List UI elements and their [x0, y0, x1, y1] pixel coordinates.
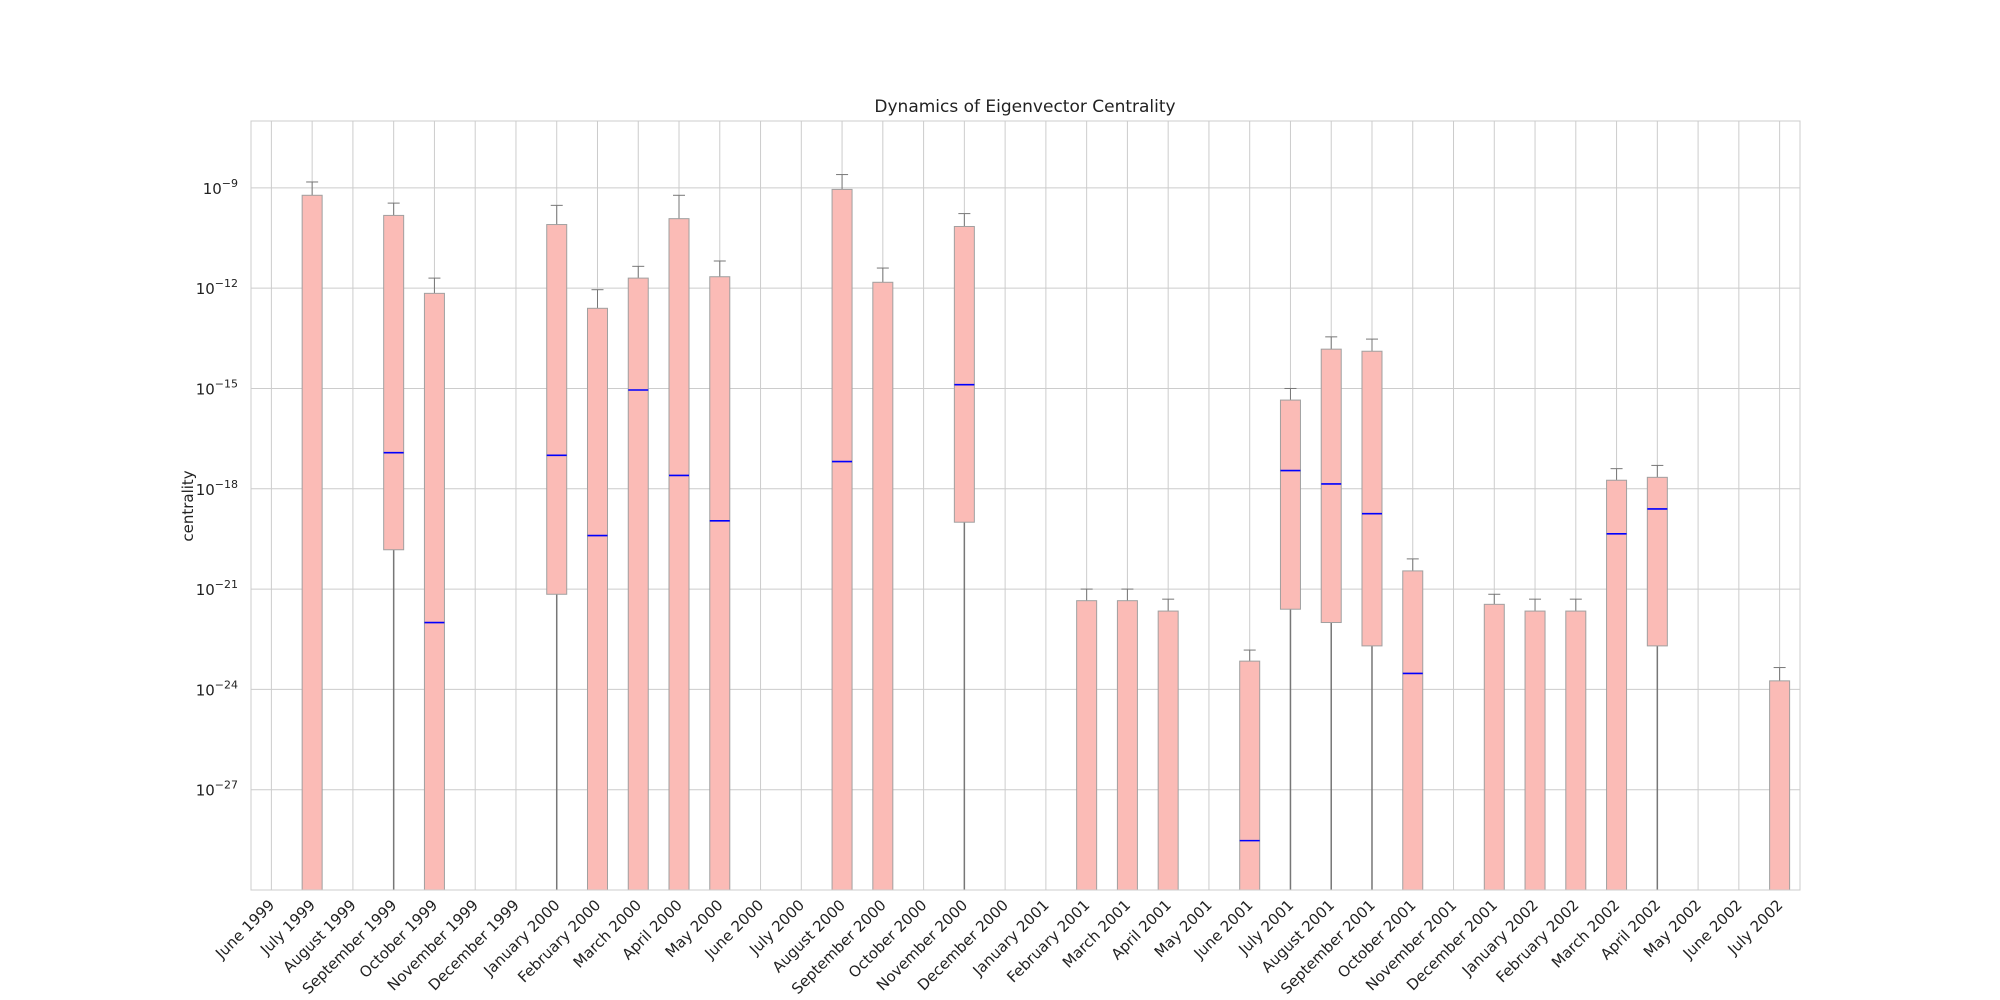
box: [1769, 680, 1791, 891]
box: [1157, 610, 1179, 891]
y-tick-label: 10−24: [196, 678, 238, 699]
chart-title: Dynamics of Eigenvector Centrality: [874, 97, 1175, 117]
box: [627, 277, 649, 891]
box-layer: [301, 174, 1791, 891]
y-tick-label: 10−27: [196, 779, 238, 800]
box: [1279, 399, 1301, 610]
box: [1320, 348, 1342, 624]
box: [1076, 600, 1098, 891]
box: [1606, 479, 1628, 891]
box: [1483, 603, 1505, 891]
y-tick-label: 10−9: [203, 177, 238, 198]
box: [301, 194, 323, 891]
box: [668, 218, 690, 891]
box: [1116, 600, 1138, 891]
y-tick-label: 10−15: [196, 377, 238, 398]
box: [383, 214, 405, 551]
box: [831, 188, 853, 891]
box: [423, 292, 445, 891]
box: [1646, 476, 1668, 647]
box: [709, 276, 731, 891]
box: [953, 225, 975, 523]
box: [1524, 610, 1546, 891]
box: [1402, 570, 1424, 891]
y-axis-label: centrality: [179, 470, 197, 541]
box: [586, 307, 608, 891]
box: [872, 281, 894, 891]
box: [1361, 350, 1383, 647]
plot-frame: [250, 120, 1801, 891]
y-tick-label: 10−18: [196, 478, 238, 499]
box: [546, 224, 568, 595]
box: [1239, 660, 1261, 891]
y-tick-label: 10−12: [196, 277, 238, 298]
box: [1565, 610, 1587, 891]
y-tick-label: 10−21: [196, 578, 238, 599]
